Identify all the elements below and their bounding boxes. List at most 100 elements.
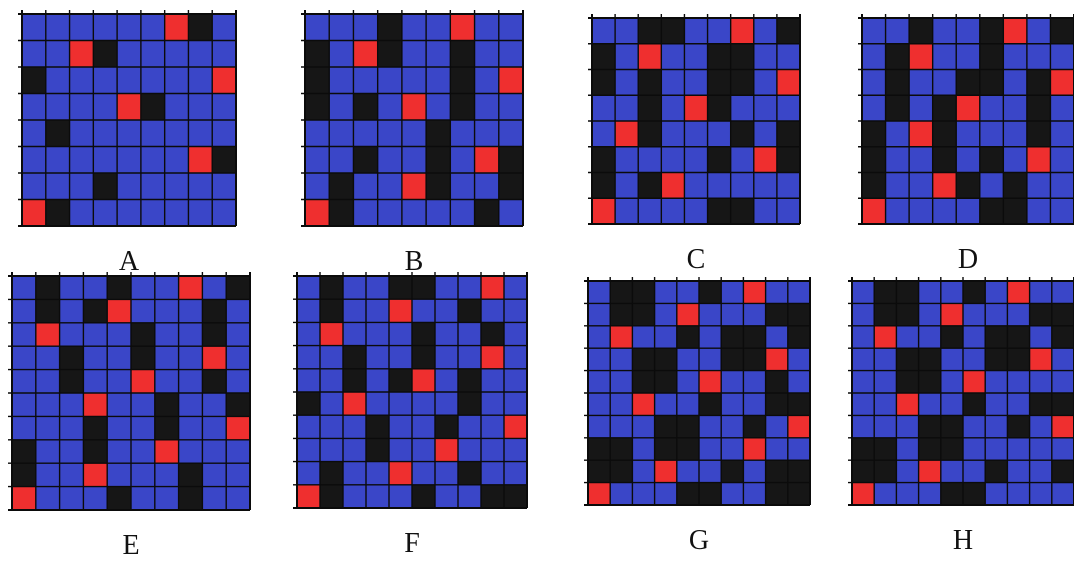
cell-blue <box>188 199 213 226</box>
cell-black <box>83 299 108 323</box>
cell-black <box>154 393 179 417</box>
cell-blue <box>874 482 897 505</box>
cell-blue <box>721 281 744 304</box>
cell-black <box>592 146 616 173</box>
cell-black <box>638 95 662 121</box>
cell-red <box>918 460 941 483</box>
cell-blue <box>1051 437 1074 461</box>
cell-blue <box>69 173 94 200</box>
cell-black <box>45 120 70 147</box>
cell-black <box>202 299 227 323</box>
cell-black <box>721 348 744 371</box>
cell-blue <box>963 348 986 371</box>
cell-blue <box>707 18 731 44</box>
cell-blue <box>776 95 800 121</box>
cell-red <box>69 40 94 67</box>
cell-black <box>83 416 108 440</box>
cell-black <box>93 173 118 200</box>
cell-blue <box>498 93 523 120</box>
cell-black <box>107 486 131 510</box>
grid-e <box>8 272 251 511</box>
cell-blue <box>353 120 378 147</box>
cell-red <box>435 438 458 462</box>
cell-black <box>918 348 941 371</box>
cell-blue <box>69 93 94 120</box>
grid-c <box>588 14 801 225</box>
cell-blue <box>212 40 236 67</box>
cell-black <box>426 120 451 147</box>
cell-blue <box>1029 437 1052 461</box>
cell-black <box>426 173 451 200</box>
cell-red <box>83 463 108 487</box>
panel-b: B <box>301 10 524 276</box>
cell-blue <box>366 299 389 323</box>
cell-black <box>45 199 70 226</box>
cell-black <box>1026 95 1051 121</box>
cell-red <box>852 482 875 505</box>
cell-blue <box>12 416 36 440</box>
cell-blue <box>699 415 722 438</box>
cell-blue <box>435 299 458 323</box>
cell-blue <box>474 14 499 41</box>
cell-red <box>862 198 886 224</box>
cell-black <box>638 172 662 199</box>
cell-blue <box>588 370 611 393</box>
cell-blue <box>107 322 131 347</box>
cell-blue <box>458 484 481 508</box>
cell-black <box>377 40 402 67</box>
cell-red <box>963 370 986 393</box>
cell-red <box>178 276 203 300</box>
cell-black <box>932 121 957 147</box>
cell-blue <box>852 370 875 393</box>
cell-black <box>202 322 227 347</box>
cell-blue <box>107 393 131 417</box>
cell-blue <box>12 322 36 347</box>
cell-black <box>226 393 250 417</box>
cell-black <box>140 93 165 120</box>
cell-blue <box>707 121 731 147</box>
cell-blue <box>458 276 481 300</box>
cell-blue <box>615 95 639 121</box>
cell-blue <box>188 40 213 67</box>
cell-black <box>979 18 1004 44</box>
cell-blue <box>343 276 366 300</box>
cell-black <box>366 415 389 439</box>
cell-red <box>22 199 46 226</box>
cell-blue <box>1026 18 1051 44</box>
cell-blue <box>93 146 118 173</box>
cell-blue <box>389 392 412 416</box>
cell-blue <box>154 463 179 487</box>
cell-blue <box>862 69 886 96</box>
cell-black <box>896 303 919 326</box>
cell-blue <box>297 438 320 462</box>
cell-black <box>632 303 655 326</box>
cell-blue <box>661 95 685 121</box>
cell-black <box>343 368 366 392</box>
cell-blue <box>684 69 708 96</box>
cell-black <box>896 348 919 371</box>
cell-blue <box>412 438 435 462</box>
cell-blue <box>940 370 963 393</box>
cell-blue <box>721 415 744 438</box>
cell-black <box>940 325 963 349</box>
cell-blue <box>1029 482 1052 505</box>
cell-blue <box>178 369 203 393</box>
cell-blue <box>932 43 957 70</box>
cell-blue <box>1007 460 1030 483</box>
cell-blue <box>389 438 412 462</box>
cell-red <box>450 14 475 41</box>
cell-blue <box>212 120 236 147</box>
cell-black <box>1050 18 1074 44</box>
cell-blue <box>178 346 203 370</box>
cell-blue <box>963 460 986 483</box>
cell-red <box>765 348 788 371</box>
cell-black <box>343 345 366 369</box>
cell-red <box>909 121 933 147</box>
cell-blue <box>896 415 919 438</box>
cell-black <box>12 463 36 487</box>
cell-blue <box>743 460 766 483</box>
cell-blue <box>450 173 475 200</box>
cell-black <box>956 172 980 199</box>
cell-blue <box>721 303 744 326</box>
cell-blue <box>753 43 777 70</box>
